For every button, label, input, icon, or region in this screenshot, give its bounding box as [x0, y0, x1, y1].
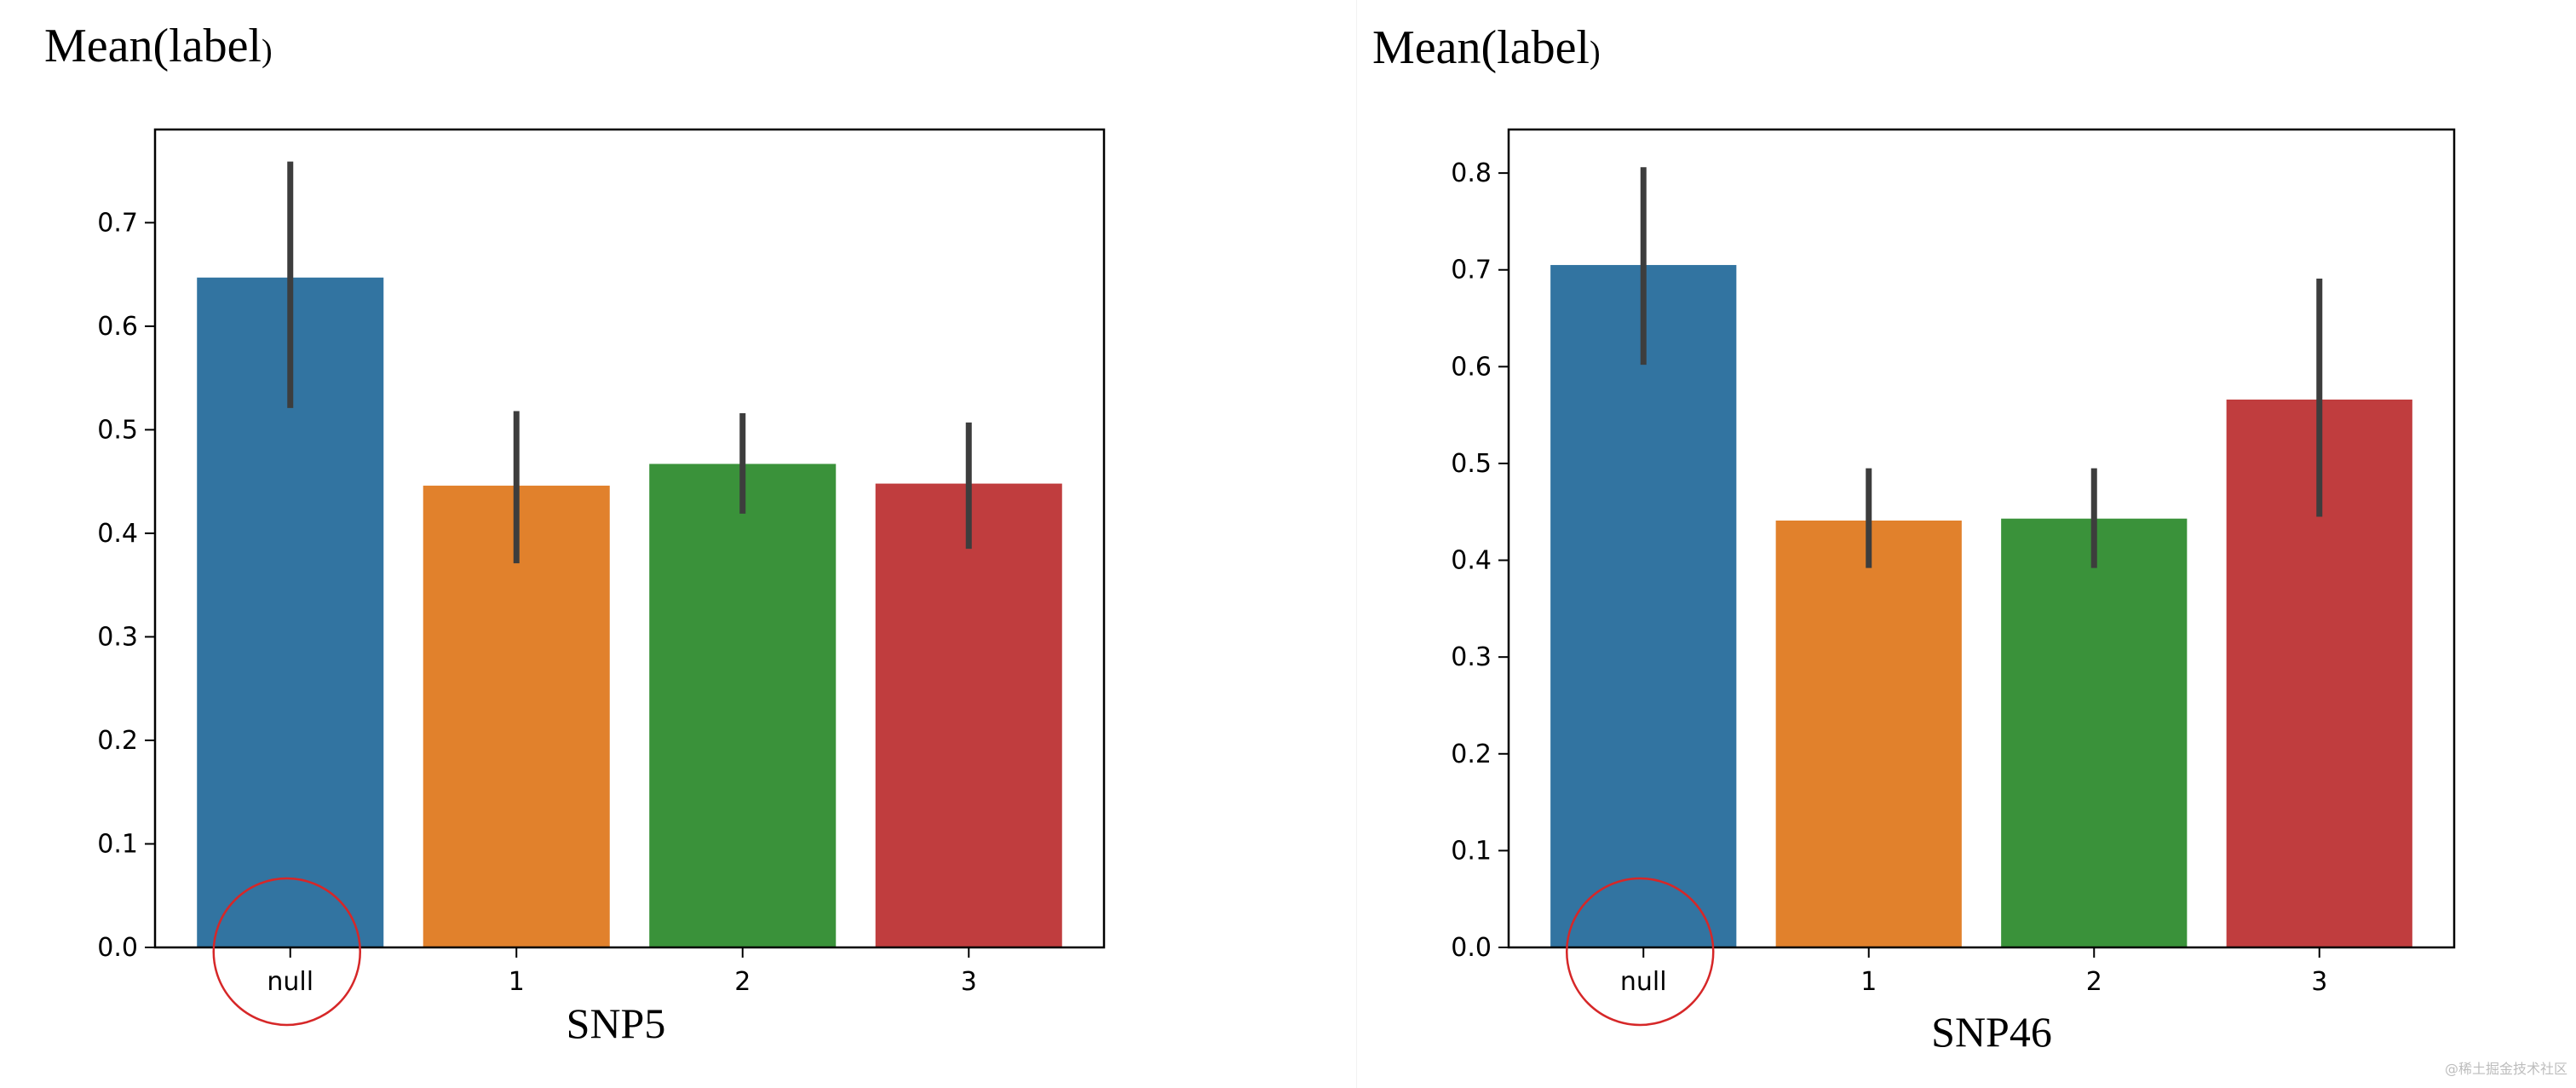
x-tick-label: 3: [961, 967, 977, 997]
y-tick-label: 0.3: [97, 622, 138, 652]
y-tick-label: 0.0: [97, 933, 138, 963]
x-tick-label: 1: [1860, 967, 1877, 997]
bar-2: [2001, 518, 2188, 947]
y-tick-label: 0.5: [97, 415, 138, 445]
bar-null: [1550, 265, 1737, 948]
x-axis-title: SNP46: [1931, 1008, 2052, 1056]
x-tick-label: null: [267, 967, 313, 997]
y-tick-label: 0.6: [97, 312, 138, 342]
y-tick-label: 0.6: [1451, 352, 1492, 382]
x-tick-label: 2: [734, 967, 750, 997]
y-tick-label: 0.2: [1451, 740, 1492, 769]
y-tick-label: 0.1: [1451, 836, 1492, 866]
bar-2: [649, 463, 837, 947]
watermark: @稀土掘金技术社区: [2444, 1061, 2567, 1077]
bar-1: [1775, 520, 1962, 947]
y-tick-label: 0.5: [1451, 449, 1492, 479]
y-tick-label: 0.1: [97, 829, 138, 859]
x-tick-label: 3: [2311, 967, 2327, 997]
chart-panel-snp5: Mean(label) 0.0 0.1 0.2 0.3 0.4 0.5 0.6 0.7 null…: [44, 20, 1106, 1047]
axes-frame: [1507, 128, 2456, 949]
y-tick-label: 0.7: [1451, 256, 1492, 285]
y-tick-label: 0.7: [97, 208, 138, 238]
y-tick-label: 0.0: [1451, 933, 1492, 963]
x-tick-label: 1: [509, 967, 525, 997]
bar-chart-snp46: 0.0 0.1 0.2 0.3 0.4 0.5 0.6 0.7 0.8 null 1 2 3: [1451, 128, 2456, 1027]
annotation-circle: [212, 877, 361, 1027]
x-tick-label: null: [1620, 967, 1667, 997]
y-tick-label: 0.3: [1451, 642, 1492, 672]
axes-frame: [153, 128, 1106, 949]
bar-3: [875, 483, 1062, 947]
chart-panel-snp46: Mean(label) 0.0 0.1 0.2 0.3 0.4 0.5 0.6 0.7 0.8 n…: [1357, 0, 2576, 1088]
y-axis-title: Mean(label): [1372, 21, 1601, 74]
y-tick-label: 0.4: [97, 519, 138, 549]
annotation-circle: [1566, 877, 1715, 1027]
y-tick-label: 0.8: [1451, 158, 1492, 188]
y-tick-label: 0.2: [97, 726, 138, 756]
y-tick-label: 0.4: [1451, 546, 1492, 576]
panel-divider: [1356, 0, 1357, 1088]
y-axis-title: Mean(label): [44, 20, 273, 72]
bar-chart-snp5: 0.0 0.1 0.2 0.3 0.4 0.5 0.6 0.7 null 1 2 3: [97, 128, 1106, 1027]
x-axis-title: SNP5: [566, 999, 666, 1047]
x-tick-label: 2: [2086, 967, 2102, 997]
